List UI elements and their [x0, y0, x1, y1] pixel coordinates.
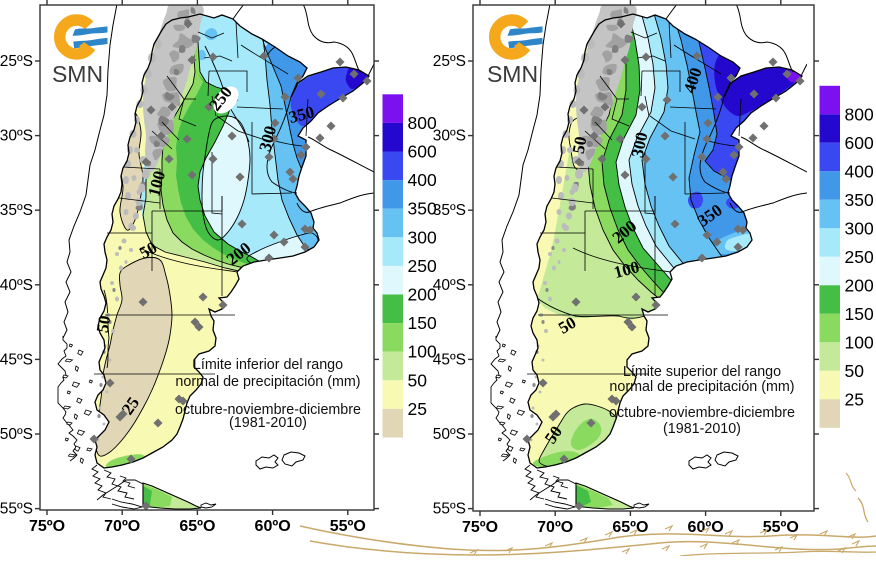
- svg-text:normal de precipitación (mm): normal de precipitación (mm): [609, 379, 794, 395]
- svg-text:150: 150: [845, 304, 874, 324]
- svg-text:SMN: SMN: [487, 61, 538, 87]
- svg-text:55ºO: 55ºO: [763, 519, 799, 536]
- svg-text:100: 100: [408, 342, 437, 362]
- svg-text:Límite inferior del rango: Límite inferior del rango: [193, 357, 343, 373]
- svg-text:55ºS: 55ºS: [0, 501, 33, 518]
- svg-text:200: 200: [845, 275, 874, 295]
- svg-text:60ºO: 60ºO: [255, 518, 291, 535]
- svg-text:50ºS: 50ºS: [433, 426, 466, 443]
- svg-text:25: 25: [408, 399, 427, 419]
- svg-text:50: 50: [408, 370, 428, 390]
- svg-text:45ºS: 45ºS: [0, 351, 33, 368]
- svg-text:350: 350: [845, 190, 874, 210]
- svg-text:normal de precipitación (mm): normal de precipitación (mm): [175, 374, 360, 390]
- svg-text:150: 150: [408, 313, 437, 333]
- svg-text:65ºO: 65ºO: [612, 519, 648, 536]
- svg-text:55ºO: 55ºO: [330, 518, 366, 535]
- svg-text:75ºO: 75ºO: [29, 518, 65, 535]
- svg-text:300: 300: [628, 130, 652, 159]
- svg-text:35ºS: 35ºS: [0, 202, 33, 219]
- svg-text:50ºS: 50ºS: [0, 426, 33, 443]
- svg-text:25ºS: 25ºS: [433, 53, 466, 70]
- svg-text:30ºS: 30ºS: [0, 128, 33, 145]
- svg-text:75ºO: 75ºO: [462, 519, 498, 536]
- svg-text:70ºO: 70ºO: [537, 519, 573, 536]
- svg-text:55ºS: 55ºS: [433, 501, 466, 518]
- svg-text:(1981-2010): (1981-2010): [229, 415, 307, 431]
- svg-text:400: 400: [408, 170, 437, 190]
- svg-text:25: 25: [845, 389, 864, 409]
- svg-text:25ºS: 25ºS: [0, 53, 33, 70]
- svg-text:40ºS: 40ºS: [0, 277, 33, 294]
- svg-text:60ºO: 60ºO: [688, 519, 724, 536]
- svg-text:200: 200: [408, 285, 437, 305]
- svg-text:250: 250: [845, 247, 874, 267]
- svg-text:600: 600: [845, 133, 874, 153]
- svg-text:250: 250: [408, 256, 437, 276]
- svg-text:300: 300: [408, 227, 437, 247]
- svg-text:octubre-noviembre-diciembre: octubre-noviembre-diciembre: [175, 402, 361, 418]
- svg-text:300: 300: [845, 218, 874, 238]
- svg-text:800: 800: [408, 113, 437, 133]
- svg-text:30ºS: 30ºS: [433, 128, 466, 145]
- svg-text:50: 50: [569, 135, 591, 155]
- svg-text:Límite superior del rango: Límite superior del rango: [623, 364, 781, 380]
- svg-text:400: 400: [845, 161, 874, 181]
- svg-text:(1981-2010): (1981-2010): [663, 421, 741, 437]
- svg-text:350: 350: [408, 199, 437, 219]
- svg-text:50: 50: [93, 314, 115, 334]
- svg-text:50: 50: [845, 361, 865, 381]
- svg-text:100: 100: [845, 332, 874, 352]
- svg-text:SMN: SMN: [52, 61, 103, 87]
- svg-text:65ºO: 65ºO: [179, 518, 215, 535]
- svg-text:70ºO: 70ºO: [104, 518, 140, 535]
- svg-text:octubre-noviembre-diciembre: octubre-noviembre-diciembre: [609, 405, 795, 421]
- svg-text:40ºS: 40ºS: [433, 277, 466, 294]
- svg-text:600: 600: [408, 142, 437, 162]
- svg-text:800: 800: [845, 104, 874, 124]
- svg-text:35ºS: 35ºS: [433, 202, 466, 219]
- svg-text:45ºS: 45ºS: [433, 351, 466, 368]
